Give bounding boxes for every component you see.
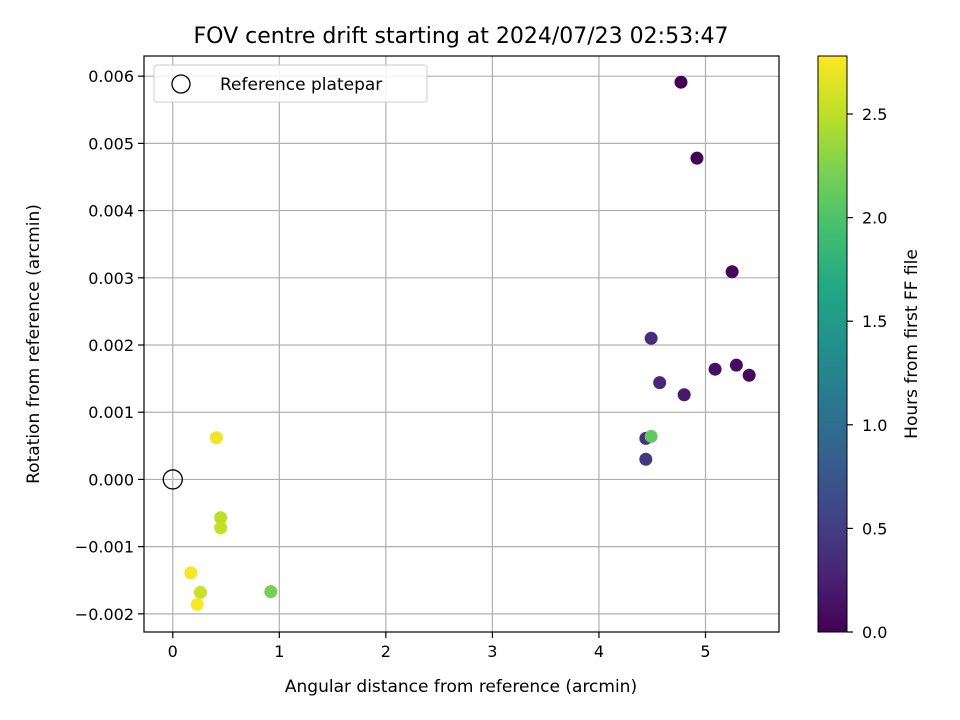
y-tick-label: 0.000 (88, 470, 134, 489)
data-point (674, 75, 688, 89)
data-point (742, 368, 756, 382)
grid-lines (144, 56, 779, 632)
legend-marker-reference (171, 74, 191, 94)
plot-frame (143, 55, 780, 633)
chart-title: FOV centre drift starting at 2024/07/23 … (194, 24, 729, 49)
x-tick-label: 0 (168, 642, 178, 661)
data-point (193, 585, 207, 599)
data-point (639, 452, 653, 466)
colorbar-tick-label: 0.5 (862, 519, 887, 538)
data-points (162, 75, 756, 611)
data-point (644, 331, 658, 345)
data-point (729, 358, 743, 372)
data-point (677, 388, 691, 402)
x-tick-label: 3 (487, 642, 497, 661)
reference-platepar-marker (162, 469, 183, 490)
data-point (214, 521, 228, 535)
legend: Reference platepar (153, 64, 428, 103)
colorbar-tick-label: 1.5 (862, 312, 887, 331)
data-point (209, 431, 223, 445)
y-tick-label: 0.001 (88, 403, 134, 422)
legend-box (153, 64, 428, 103)
y-tick-label: 0.005 (88, 134, 134, 153)
colorbar-tick-label: 2.5 (862, 105, 887, 124)
data-point (190, 597, 204, 611)
colorbar-label: Hours from first FF file (902, 249, 922, 439)
colorbar-tick-label: 0.0 (862, 623, 887, 642)
colorbar: 0.0 0.5 1.0 1.5 2.0 2.5 Hours from first FF f… (817, 55, 922, 642)
data-point (214, 511, 228, 525)
colorbar-ticks: 0.0 0.5 1.0 1.5 2.0 2.5 (847, 105, 887, 642)
x-axis-ticks: 0 1 2 3 4 5 (168, 632, 711, 661)
y-tick-label: −0.002 (75, 605, 134, 624)
y-tick-label: 0.003 (88, 269, 134, 288)
y-axis-ticks: −0.002 −0.001 0.000 0.001 0.002 0.003 0.004 0.0… (75, 67, 144, 624)
y-tick-label: 0.006 (88, 67, 134, 86)
y-axis-label: Rotation from reference (arcmin) (24, 204, 44, 484)
x-tick-label: 1 (274, 642, 284, 661)
y-tick-label: 0.004 (88, 202, 134, 221)
y-tick-label: −0.001 (75, 538, 134, 557)
data-point (690, 151, 704, 165)
colorbar-tick-label: 1.0 (862, 416, 887, 435)
x-tick-label: 2 (381, 642, 391, 661)
data-point (725, 265, 739, 279)
data-point (264, 585, 278, 599)
x-tick-label: 4 (594, 642, 604, 661)
data-point (644, 429, 658, 443)
x-tick-label: 5 (700, 642, 710, 661)
colorbar-tick-label: 2.0 (862, 209, 887, 228)
colorbar-gradient (817, 55, 848, 633)
data-point (184, 566, 198, 580)
data-point (653, 376, 667, 390)
y-tick-label: 0.002 (88, 336, 134, 355)
x-axis-label: Angular distance from reference (arcmin) (285, 677, 637, 697)
legend-label-reference: Reference platepar (220, 75, 382, 95)
data-point (708, 362, 722, 376)
